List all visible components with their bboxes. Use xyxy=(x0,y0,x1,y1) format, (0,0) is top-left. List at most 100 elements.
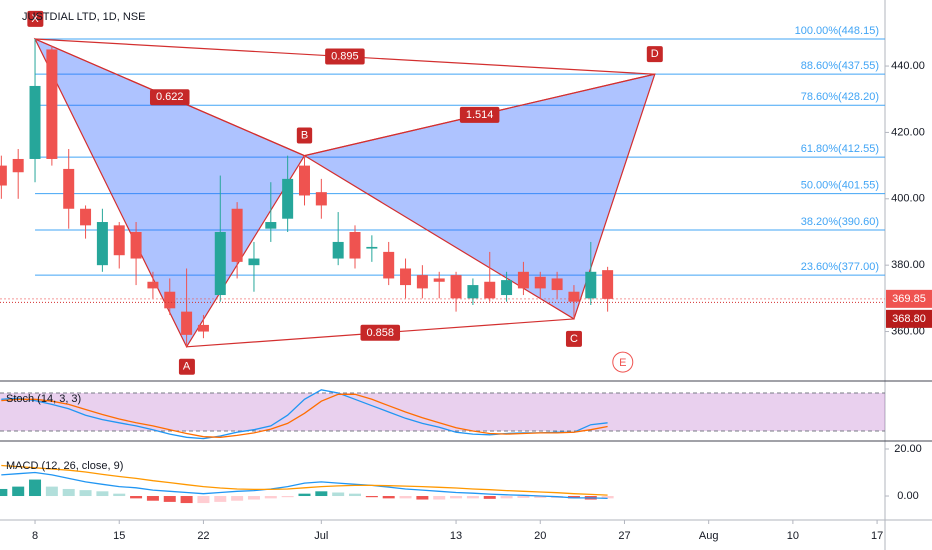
fib-label: 88.60%(437.55) xyxy=(801,60,879,72)
macd-histogram xyxy=(214,496,227,502)
candle-body xyxy=(197,324,209,332)
stoch-title: Stoch (14, 3, 3) xyxy=(6,393,81,405)
candle-body xyxy=(282,178,294,219)
candle-body xyxy=(130,231,142,259)
ratio-label: 0.858 xyxy=(367,327,395,339)
candle-body xyxy=(147,281,159,289)
macd-histogram xyxy=(264,496,277,499)
candle-body xyxy=(46,49,58,159)
x-tick-label: 22 xyxy=(197,530,209,542)
candle-body xyxy=(568,291,580,302)
last-price-box xyxy=(886,289,932,308)
macd-histogram xyxy=(433,496,446,500)
candle-body xyxy=(400,268,412,286)
macd-histogram xyxy=(79,490,92,497)
y-tick-label: 360.00 xyxy=(891,325,925,337)
ratio-box xyxy=(325,48,365,65)
price-line-label: 368.80 xyxy=(892,313,926,325)
fib-label: 61.80%(412.55) xyxy=(801,143,879,155)
projection-point xyxy=(612,351,634,373)
y-tick-label: 380.00 xyxy=(891,259,925,271)
x-tick-label: 15 xyxy=(113,530,125,542)
y-tick-label: 440.00 xyxy=(891,60,925,72)
y-tick-label: 420.00 xyxy=(891,126,925,138)
candle-body xyxy=(585,271,597,299)
fib-label: 23.60%(377.00) xyxy=(801,261,879,273)
macd-histogram xyxy=(247,496,260,500)
macd-histogram xyxy=(0,488,8,497)
candle-body xyxy=(164,291,176,309)
macd-histogram xyxy=(197,496,210,504)
macd-histogram xyxy=(281,496,294,498)
x-tick-label: 10 xyxy=(787,530,799,542)
macd-histogram xyxy=(534,496,547,498)
point-box xyxy=(296,127,313,144)
x-tick-label: Aug xyxy=(699,530,719,542)
candle-body xyxy=(383,251,395,279)
macd-histogram xyxy=(332,492,345,497)
ratio-box xyxy=(459,106,500,123)
candle-body xyxy=(517,271,529,289)
macd-histogram xyxy=(517,496,530,498)
candle-body xyxy=(602,270,614,299)
macd-histogram xyxy=(231,496,244,501)
ratio-box xyxy=(360,324,401,341)
point-label: D xyxy=(651,48,659,60)
candle-body xyxy=(80,208,92,226)
candle-body xyxy=(534,276,546,289)
candle-body xyxy=(501,280,513,296)
candle-body xyxy=(214,231,226,296)
macd-histogram xyxy=(416,496,429,500)
ratio-label: 1.514 xyxy=(466,109,494,121)
candle-body xyxy=(96,222,108,266)
fib-label: 100.00%(448.15) xyxy=(795,25,879,37)
macd-histogram xyxy=(130,496,143,499)
macd-histogram xyxy=(45,486,58,497)
point-box xyxy=(565,330,582,347)
price-line-box xyxy=(886,309,932,328)
macd-histogram xyxy=(601,496,614,499)
point-box xyxy=(27,10,44,27)
macd-histogram xyxy=(567,496,580,499)
candle-body xyxy=(0,165,7,186)
x-tick-label: Jul xyxy=(314,530,328,542)
macd-histogram xyxy=(500,496,513,499)
x-tick-label: 13 xyxy=(450,530,462,542)
x-tick-label: 20 xyxy=(534,530,546,542)
macd-histogram xyxy=(382,496,395,499)
ratio-box xyxy=(149,89,190,106)
macd-histogram xyxy=(12,486,25,497)
macd-histogram xyxy=(62,488,75,497)
candle-body xyxy=(298,165,310,196)
macd-histogram xyxy=(146,496,159,501)
candle-body xyxy=(332,241,344,259)
macd-line xyxy=(1,471,608,500)
ratio-label: 0.622 xyxy=(156,91,184,103)
macd-histogram xyxy=(29,479,42,497)
ratio-label: 0.895 xyxy=(331,50,359,62)
candle-body xyxy=(416,275,428,289)
macd-title: MACD (12, 26, close, 9) xyxy=(6,460,123,472)
point-label: C xyxy=(570,333,578,345)
x-tick-label: 27 xyxy=(618,530,630,542)
chart-title: JUSTDIAL LTD, 1D, NSE xyxy=(22,11,145,23)
candle-body xyxy=(265,222,277,229)
macd-histogram xyxy=(315,491,328,497)
y-tick-label: 400.00 xyxy=(891,193,925,205)
point-box xyxy=(178,358,195,375)
point-label: X xyxy=(31,13,39,25)
macd-histogram xyxy=(96,491,109,497)
point-label: A xyxy=(183,361,191,373)
candle-body xyxy=(551,278,563,291)
point-box xyxy=(646,46,663,63)
point-label: B xyxy=(301,130,308,142)
fib-label: 50.00%(401.55) xyxy=(801,180,879,192)
candle-body xyxy=(484,281,496,299)
macd-histogram xyxy=(450,496,463,499)
candle-body xyxy=(29,85,41,159)
candle-body xyxy=(366,246,378,249)
x-tick-label: 8 xyxy=(32,530,38,542)
macd-histogram xyxy=(365,496,378,498)
candle-body xyxy=(467,285,479,299)
